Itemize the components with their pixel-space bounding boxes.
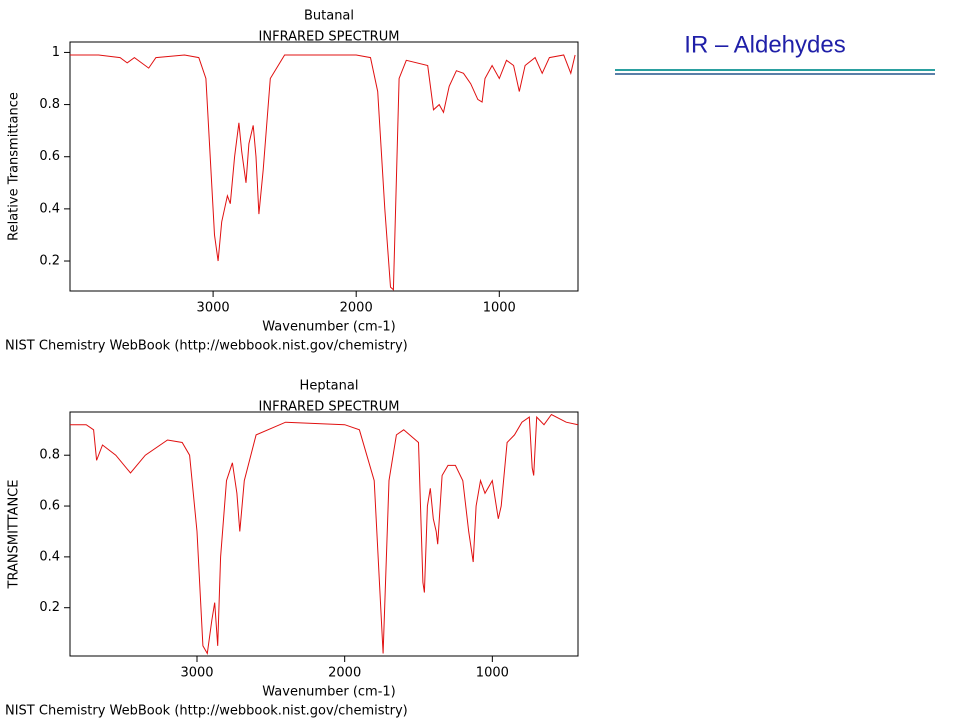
source-note: NIST Chemistry WebBook (http://webbook.n… (5, 704, 408, 719)
x-axis-label: Wavenumber (cm-1) (262, 685, 395, 700)
x-tick-label: 3000 (197, 301, 230, 316)
x-tick-label: 1000 (483, 301, 516, 316)
plot-frame (69, 41, 579, 292)
y-tick-label: 0.2 (39, 254, 60, 269)
spectrum-line (70, 54, 576, 291)
chart-subtitle: INFRARED SPECTRUM (259, 400, 400, 415)
x-tick-label: 2000 (328, 666, 361, 681)
slide-title: IR – Aldehydes (684, 31, 845, 58)
chart-title: Heptanal (300, 379, 359, 394)
y-tick-label: 0.8 (39, 97, 60, 112)
y-tick-label: 0.4 (39, 201, 60, 216)
y-tick-label: 0.6 (39, 149, 60, 164)
y-axis-label: TRANSMITTANCE (7, 480, 22, 590)
y-tick-label: 0.8 (39, 448, 60, 463)
chart-title: Butanal (304, 9, 354, 24)
x-axis-label: Wavenumber (cm-1) (262, 320, 395, 335)
y-tick-label: 0.2 (39, 600, 60, 615)
chart-subtitle: INFRARED SPECTRUM (259, 30, 400, 45)
x-tick-label: 1000 (476, 666, 509, 681)
y-tick-label: 0.6 (39, 499, 60, 514)
x-tick-label: 3000 (180, 666, 213, 681)
y-axis-label: Relative Transmittance (7, 92, 22, 241)
spectrum-line (70, 413, 579, 656)
y-tick-label: 0.4 (39, 549, 60, 564)
y-tick-label: 1 (52, 45, 60, 60)
plot-frame (69, 411, 579, 657)
x-tick-label: 2000 (340, 301, 373, 316)
source-note: NIST Chemistry WebBook (http://webbook.n… (5, 339, 408, 354)
